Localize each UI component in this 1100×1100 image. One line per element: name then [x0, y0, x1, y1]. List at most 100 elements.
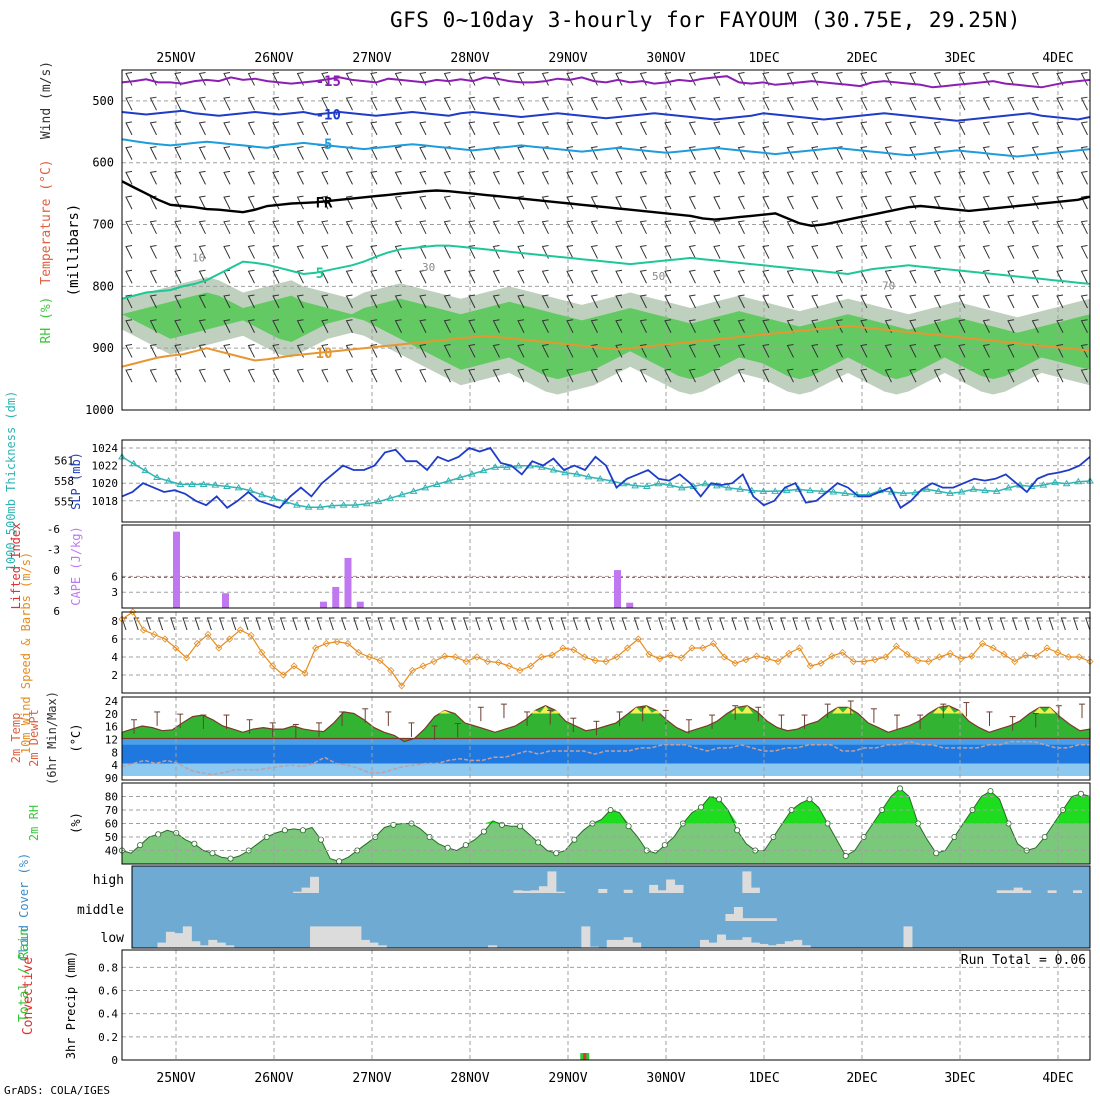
thickness-point — [782, 486, 791, 494]
wind-barb — [792, 617, 798, 631]
rh-axis-label: RH (%) — [39, 297, 54, 344]
wind-tick-label: 2 — [111, 669, 118, 682]
wind-barb — [566, 121, 574, 136]
thickness-point — [339, 501, 348, 508]
cloud-cover-bar — [750, 887, 760, 893]
wind-barb — [615, 220, 623, 235]
thickness-point — [817, 487, 826, 494]
isotherm-label: -15 — [316, 74, 341, 90]
wind-speed-point — [613, 653, 621, 661]
cloud-cover-bar — [547, 871, 557, 893]
wind-barb — [443, 269, 451, 284]
wind-barb — [125, 368, 133, 383]
thickness-point — [141, 466, 150, 474]
wind-speed-point — [441, 652, 449, 660]
wind-barb — [443, 319, 451, 333]
wind-barb — [223, 121, 231, 136]
temperature-peak — [1043, 707, 1056, 714]
wind-speed-point — [215, 644, 223, 652]
wind10m-axis-label: 10m Wind Speed & Barbs (m/s) — [19, 552, 33, 754]
wind-speed-point — [484, 657, 492, 666]
wind-barb — [345, 245, 353, 259]
wind-speed-point — [1011, 657, 1019, 666]
wind-barb — [737, 269, 745, 284]
wind-barb — [548, 617, 554, 631]
cloud-cover-bar — [369, 942, 379, 948]
cloud-cover-bar — [326, 926, 336, 948]
cloud-cover-bar — [581, 926, 591, 948]
wind-barb — [247, 368, 255, 383]
thickness-point — [561, 468, 570, 476]
thickness-point — [549, 466, 558, 473]
thickness-point — [759, 487, 768, 494]
cloud-cover-bar — [623, 889, 633, 893]
rh-tick-label: 50 — [105, 831, 118, 844]
wind-barb — [639, 368, 647, 383]
wind-barb — [566, 96, 574, 111]
wind-barb — [443, 220, 451, 235]
thickness-point — [771, 487, 779, 494]
wind-barb — [688, 319, 696, 333]
pressure-tick-label: 800 — [92, 279, 114, 293]
cloud-cover-bar — [801, 945, 811, 948]
wind-barb — [443, 245, 451, 259]
wind-speed-point — [462, 657, 470, 666]
wind-barb — [706, 617, 713, 631]
wind-barb — [345, 294, 353, 309]
wind-barb — [1007, 269, 1015, 284]
wind-barb — [566, 294, 574, 309]
cloud-cover-bar — [1073, 890, 1083, 893]
wind-barb — [394, 96, 402, 111]
wind-barb — [664, 269, 672, 284]
wind-barb — [443, 71, 451, 86]
wind-barb — [909, 96, 917, 111]
wind-speed-point — [548, 651, 556, 659]
rh-point — [553, 850, 560, 857]
wind-barb — [394, 146, 402, 160]
wind-barb — [786, 146, 794, 160]
wind-speed-point — [882, 653, 890, 661]
wind-barb — [835, 96, 843, 111]
wind-barb — [835, 245, 843, 259]
wind-barb — [566, 245, 574, 259]
cloud-cover-bar — [649, 884, 659, 893]
wind-barb — [804, 617, 811, 631]
wind-barb — [125, 294, 133, 309]
wind-barb — [370, 195, 378, 210]
rh-point — [535, 839, 542, 846]
wind-barb — [737, 121, 745, 136]
wind-barb — [633, 617, 640, 631]
wind-barb — [296, 146, 304, 160]
wind-barb — [688, 368, 696, 383]
wind-barb — [541, 294, 549, 309]
rh-point — [716, 796, 723, 803]
wind-barb — [688, 220, 696, 235]
wind-speed-point — [333, 638, 341, 646]
wind-barb — [1080, 96, 1088, 111]
wind-barb — [860, 294, 868, 309]
panel-upper-air-frame — [121, 69, 1091, 411]
wind-barb — [958, 195, 966, 210]
date-label-bottom: 25NOV — [156, 1071, 195, 1086]
wind-barb — [889, 617, 896, 631]
cloud-cover-bar — [657, 890, 667, 893]
wind-barb — [370, 343, 378, 358]
wind-barb — [345, 195, 353, 210]
li-tick-label: 0 — [53, 564, 60, 577]
wind-barb — [884, 269, 892, 284]
thickness-point — [269, 494, 278, 501]
thickness-point — [666, 481, 675, 488]
thickness-point — [328, 501, 336, 509]
wind-barb — [860, 343, 868, 358]
wind-barb — [1031, 319, 1039, 333]
wind-barb — [394, 170, 402, 185]
wind-barb — [584, 617, 591, 631]
wind-barb — [296, 245, 304, 259]
cloud-cover-bar — [615, 939, 625, 948]
wind-barb — [639, 170, 647, 185]
wind-barb — [786, 170, 794, 185]
wind-barb — [762, 121, 770, 136]
wind-speed-point — [720, 653, 728, 661]
rh-point — [390, 821, 397, 828]
wind-speed-point — [580, 653, 589, 661]
